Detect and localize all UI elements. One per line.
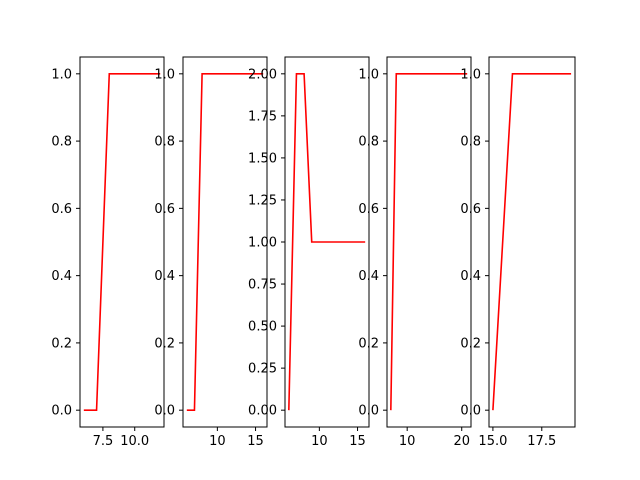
y-tick-label: 0.8 <box>51 135 72 150</box>
y-tick-label: 0.4 <box>358 269 379 284</box>
series-line <box>186 73 264 411</box>
x-tick-label: 10.0 <box>120 434 149 449</box>
x-tick-label: 7.5 <box>93 434 114 449</box>
y-tick-label: 0.8 <box>460 135 481 150</box>
y-tick-label: 0.4 <box>154 269 175 284</box>
y-tick-label: 1.00 <box>248 236 277 251</box>
series-line <box>492 73 572 411</box>
axes-frame <box>79 56 165 428</box>
y-tick-label: 0.0 <box>460 404 481 419</box>
y-tick-label: 0.4 <box>51 269 72 284</box>
y-tick-label: 0.6 <box>51 202 72 217</box>
x-tick-label: 15 <box>247 434 264 449</box>
y-tick-label: 1.0 <box>51 67 72 82</box>
y-tick-label: 0.2 <box>460 336 481 351</box>
y-tick-label: 1.25 <box>248 193 277 208</box>
y-tick-label: 0.8 <box>358 135 379 150</box>
y-tick-label: 0.8 <box>154 135 175 150</box>
subplot-3: 0.00 0.25 0.50 0.75 1.00 1.25 1.50 1.75 2.00 10 15 <box>248 56 370 449</box>
y-tick-label: 0.6 <box>154 202 175 217</box>
y-tick-label: 0.2 <box>51 336 72 351</box>
y-tick-label: 1.0 <box>358 67 379 82</box>
x-tick-label: 15 <box>349 434 366 449</box>
subplot-4: 0.0 0.2 0.4 0.6 0.8 1.0 10 20 <box>358 56 472 449</box>
y-tick-label: 0.0 <box>51 404 72 419</box>
y-tick-label: 1.75 <box>248 109 277 124</box>
axes-frame <box>488 56 576 428</box>
y-tick-label: 0.2 <box>154 336 175 351</box>
y-tick-label: 0.25 <box>248 362 277 377</box>
axes-frame <box>182 56 268 428</box>
x-tick-label: 15.0 <box>478 434 507 449</box>
y-tick-label: 0.6 <box>460 202 481 217</box>
y-tick-label: 0.4 <box>460 269 481 284</box>
axes-frame <box>386 56 472 428</box>
y-tick-label: 0.6 <box>358 202 379 217</box>
series-line <box>83 73 161 411</box>
subplot-1: 0.0 0.2 0.4 0.6 0.8 1.0 7.5 10.0 <box>51 56 165 449</box>
y-tick-label: 1.0 <box>154 67 175 82</box>
y-tick-label: 0.75 <box>248 278 277 293</box>
subplot-2: 0.0 0.2 0.4 0.6 0.8 1.0 10 15 <box>154 56 268 449</box>
series-line <box>390 73 468 411</box>
y-tick-label: 0.2 <box>358 336 379 351</box>
y-tick-label: 0.50 <box>248 320 277 335</box>
y-tick-label: 1.50 <box>248 151 277 166</box>
y-tick-label: 0.00 <box>248 404 277 419</box>
subplot-5: 0.0 0.2 0.4 0.6 0.8 1.0 15.0 17.5 <box>460 56 576 449</box>
x-tick-label: 17.5 <box>527 434 556 449</box>
x-tick-label: 20 <box>453 434 470 449</box>
x-tick-label: 10 <box>209 434 226 449</box>
series-line <box>288 73 366 411</box>
y-tick-label: 2.00 <box>248 67 277 82</box>
y-tick-label: 0.0 <box>154 404 175 419</box>
y-tick-label: 0.0 <box>358 404 379 419</box>
x-tick-label: 10 <box>399 434 416 449</box>
x-tick-label: 10 <box>311 434 328 449</box>
y-tick-label: 1.0 <box>460 67 481 82</box>
